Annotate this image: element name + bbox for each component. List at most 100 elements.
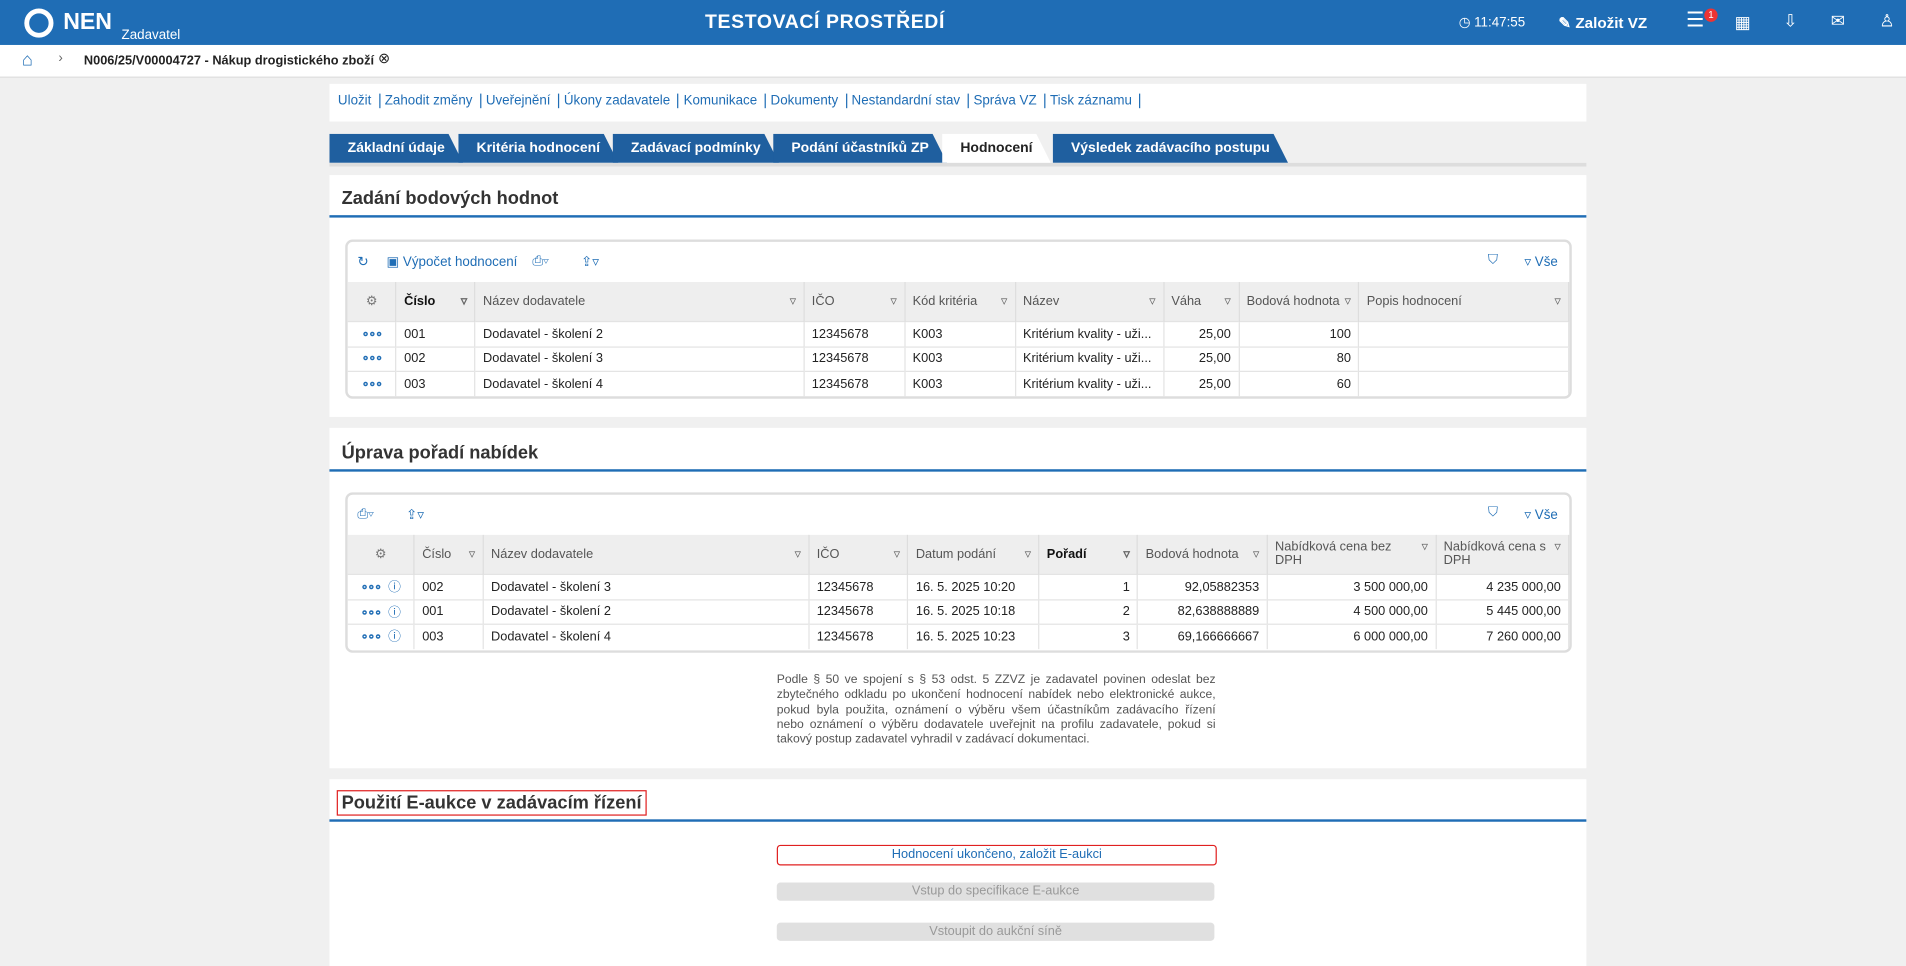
column-header[interactable]: ▿Nabídková cena s DPH [1436, 535, 1569, 575]
cell: 82,638888889 [1138, 599, 1267, 624]
cell: 12345678 [804, 371, 905, 395]
column-header[interactable]: ▿Váha [1163, 282, 1238, 322]
info-icon[interactable]: ⓘ [388, 580, 401, 595]
menu-icon[interactable]: ☰ [1686, 9, 1705, 33]
header-row: ⚙▿Číslo▿Název dodavatele▿IČO▿Kód kritéri… [348, 282, 1569, 322]
cell: 1 [1039, 574, 1138, 599]
filter-icon[interactable]: ▿ [790, 295, 796, 308]
filter-all[interactable]: ▿ Vše [1524, 507, 1557, 523]
button[interactable]: Hodnocení ukončeno, založit E-aukci [777, 845, 1217, 866]
filter-icon[interactable]: ▿ [469, 548, 475, 561]
row: ∘∘∘002Dodavatel - školení 312345678K003K… [348, 346, 1569, 371]
filter-icon[interactable]: ▿ [1253, 548, 1259, 561]
cell: 002 [396, 346, 475, 371]
filter-all[interactable]: ▿ Vše [1524, 254, 1557, 270]
tab[interactable]: Zadávací podmínky [613, 134, 779, 163]
toolbar-item[interactable]: Dokumenty [771, 94, 847, 109]
column-header[interactable]: ▿Datum podání [908, 535, 1039, 575]
column-header[interactable]: ▿Bodová hodnota [1239, 282, 1359, 322]
tab[interactable]: Výsledek zadávacího postupu [1053, 134, 1288, 163]
cell: Dodavatel - školení 2 [483, 599, 809, 624]
thead: ⚙▿Číslo▿Název dodavatele▿IČO▿Datum podán… [348, 535, 1569, 575]
column-header[interactable]: ▿Bodová hodnota [1138, 535, 1267, 575]
mail-icon[interactable]: ✉ [1831, 11, 1845, 32]
column-header[interactable]: ▿Nabídková cena bez DPH [1267, 535, 1436, 575]
row-menu[interactable]: ∘∘∘ [361, 327, 381, 342]
cell: 2 [1039, 599, 1138, 624]
create-button[interactable]: ✎ Založit VZ [1558, 13, 1647, 31]
filter-icon[interactable]: ▿ [461, 295, 467, 308]
row-menu[interactable]: ∘∘∘ [361, 377, 381, 392]
grid: ↻ ▣ Výpočet hodnocení ⎙▿ ⇪▿ ⛉ ▿ Vše ⚙▿Čí… [345, 239, 1572, 398]
filter-icon[interactable]: ▿ [1123, 548, 1129, 561]
home-icon[interactable]: ⌂ [22, 50, 33, 71]
toolbar-item[interactable]: Uložit [338, 94, 380, 109]
calendar-icon[interactable]: ▦ [1735, 12, 1751, 33]
column-header[interactable]: ▿Kód kritéria [905, 282, 1015, 322]
tab[interactable]: Kritéria hodnocení [458, 134, 618, 163]
filter-icon[interactable]: ▿ [1224, 295, 1230, 308]
cell: 3 500 000,00 [1267, 574, 1436, 599]
close-icon[interactable]: ⊗ [378, 50, 390, 67]
filter-icon[interactable]: ▿ [1554, 541, 1560, 554]
filter-icon[interactable]: ▿ [1149, 295, 1155, 308]
row: ∘∘∘001Dodavatel - školení 212345678K003K… [348, 322, 1569, 347]
toolbar-item[interactable]: Tisk záznamu [1050, 94, 1141, 109]
toolbar-item[interactable]: Komunikace [684, 94, 766, 109]
filter-icon[interactable]: ▿ [890, 295, 896, 308]
toolbar-item[interactable]: Zahodit změny [385, 94, 481, 109]
row-menu[interactable]: ∘∘∘ [360, 630, 380, 645]
export-icon[interactable]: ⇪▿ [406, 507, 424, 523]
refresh-icon[interactable]: ↻ [357, 254, 368, 270]
export-icon[interactable]: ⇪▿ [581, 254, 599, 270]
print-icon[interactable]: ⎙▿ [357, 507, 373, 523]
column-header[interactable]: ▿Popis hodnocení [1359, 282, 1569, 322]
filter-icon[interactable]: ▿ [1025, 548, 1031, 561]
filter-all-label: Vše [1535, 255, 1558, 270]
row: ∘∘∘ⓘ001Dodavatel - školení 21234567816. … [348, 599, 1569, 624]
column-header[interactable]: ▿Číslo [414, 535, 483, 575]
cell: 12345678 [809, 624, 908, 648]
cell [1359, 346, 1569, 371]
row-menu[interactable]: ∘∘∘ [361, 352, 381, 367]
cell: 5 445 000,00 [1436, 599, 1569, 624]
tab[interactable]: Podání účastníků ZP [773, 134, 947, 163]
section-title: Zadání bodových hodnot [342, 188, 559, 209]
column-header[interactable]: ▿Název dodavatele [475, 282, 804, 322]
calc-button[interactable]: ▣ Výpočet hodnocení [387, 254, 518, 270]
env-title: TESTOVACÍ PROSTŘEDÍ [705, 12, 945, 34]
column-header[interactable]: ▿Číslo [396, 282, 475, 322]
toolbar-item[interactable]: Uveřejnění [486, 94, 559, 109]
filter-icon[interactable]: ⛉ [1488, 253, 1498, 269]
filter-icon[interactable]: ▿ [1554, 295, 1560, 308]
tab[interactable]: Hodnocení [942, 134, 1051, 163]
column-header[interactable]: ▿IČO [809, 535, 908, 575]
filter-icon[interactable]: ▿ [1345, 295, 1351, 308]
filter-icon[interactable]: ⛉ [1488, 506, 1498, 522]
download-icon[interactable]: ⇩ [1783, 11, 1797, 32]
settings-cell: ⚙ [348, 535, 415, 575]
toolbar-item[interactable]: Nestandardní stav [852, 94, 969, 109]
filter-icon[interactable]: ▿ [1421, 541, 1427, 554]
column-header[interactable]: ▿Pořadí [1039, 535, 1138, 575]
tbody: ∘∘∘001Dodavatel - školení 212345678K003K… [348, 322, 1569, 396]
cell [1359, 371, 1569, 395]
tab[interactable]: Základní údaje [329, 134, 463, 163]
cell: 92,05882353 [1138, 574, 1267, 599]
column-header[interactable]: ▿Název [1015, 282, 1163, 322]
print-icon[interactable]: ⎙▿ [532, 254, 548, 270]
row: ∘∘∘003Dodavatel - školení 412345678K003K… [348, 371, 1569, 395]
filter-icon[interactable]: ▿ [1001, 295, 1007, 308]
filter-icon[interactable]: ▿ [794, 548, 800, 561]
row-menu[interactable]: ∘∘∘ [360, 580, 380, 595]
info-icon[interactable]: ⓘ [388, 630, 401, 645]
info-icon[interactable]: ⓘ [388, 605, 401, 620]
toolbar-item[interactable]: Úkony zadavatele [564, 94, 679, 109]
toolbar-item[interactable]: Správa VZ [973, 94, 1045, 109]
user-icon[interactable]: ♙ [1879, 11, 1894, 32]
column-header[interactable]: ▿IČO [804, 282, 905, 322]
filter-icon[interactable]: ▿ [894, 548, 900, 561]
column-header[interactable]: ▿Název dodavatele [483, 535, 809, 575]
row-menu[interactable]: ∘∘∘ [360, 605, 380, 620]
